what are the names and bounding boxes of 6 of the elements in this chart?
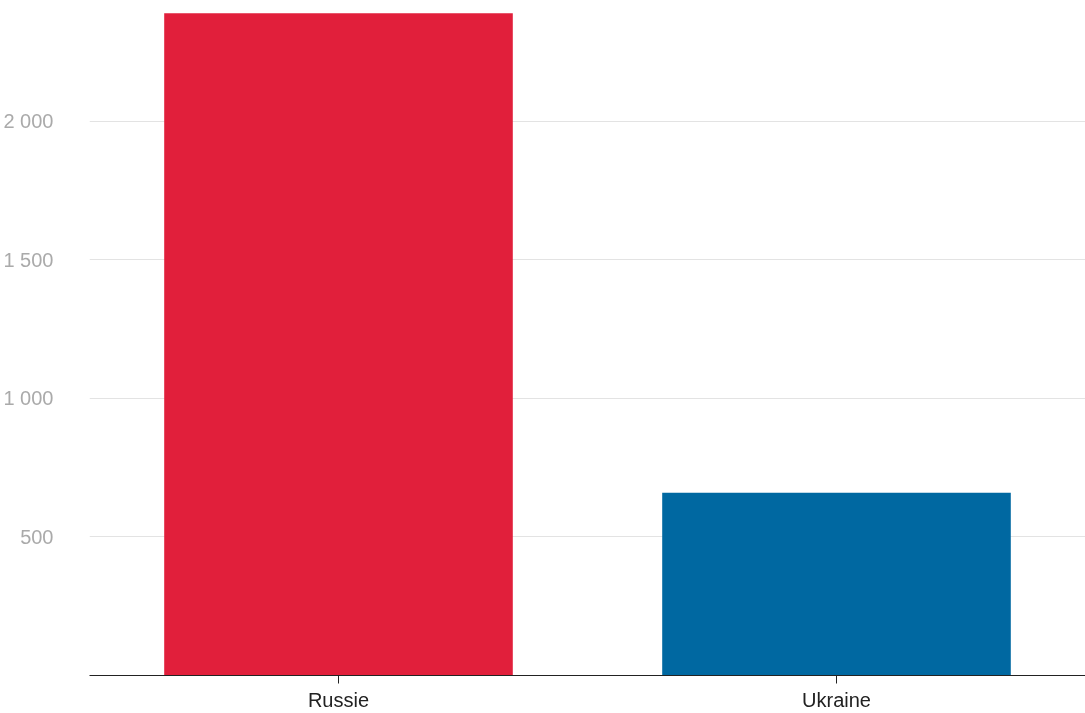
- x-tick-label: Ukraine: [802, 688, 871, 711]
- y-tick-label: 2 000: [3, 110, 54, 133]
- x-tick-label: Russie: [307, 688, 370, 711]
- y-tick-label: 1 500: [3, 248, 54, 271]
- y-tick-label: 500: [20, 525, 54, 548]
- y-tick-label: 1 000: [3, 387, 54, 410]
